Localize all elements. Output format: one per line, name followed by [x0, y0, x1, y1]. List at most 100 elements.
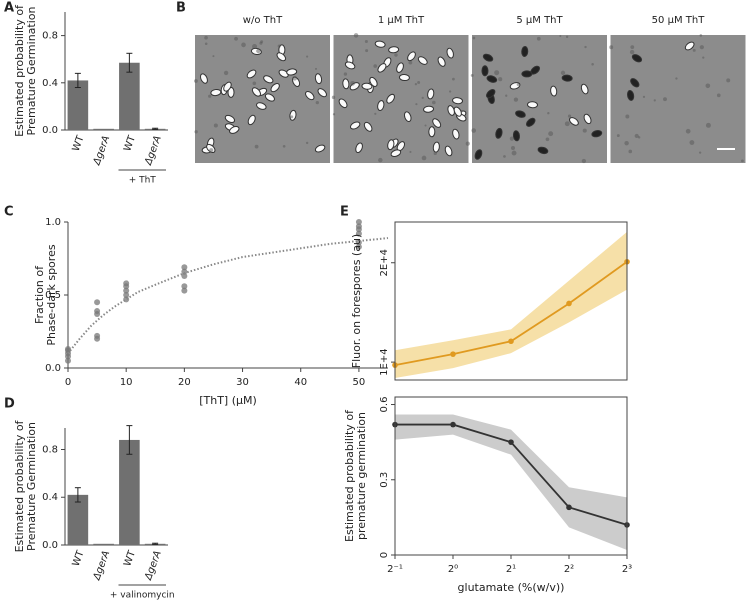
- debris: [305, 141, 309, 145]
- debris: [513, 97, 519, 102]
- debris: [213, 123, 218, 128]
- debris: [699, 45, 704, 50]
- spore: [247, 114, 256, 126]
- debris: [331, 95, 336, 100]
- debris: [536, 36, 541, 41]
- spore: [580, 83, 589, 95]
- y-tick-label: 0.6: [379, 397, 390, 413]
- debris: [223, 70, 229, 76]
- spore: [338, 98, 348, 109]
- y-axis-label: Estimated probability of: [13, 4, 26, 137]
- debris: [630, 45, 635, 50]
- debris: [194, 130, 198, 134]
- debris: [350, 80, 355, 86]
- spore: [317, 88, 327, 98]
- y-tick-label: 2E+4: [379, 249, 390, 276]
- debris: [433, 151, 437, 156]
- spore: [591, 130, 603, 138]
- debris: [394, 53, 398, 57]
- spore: [453, 106, 462, 117]
- spore: [407, 51, 416, 62]
- spore: [223, 81, 232, 92]
- debris: [408, 60, 413, 65]
- spore: [396, 62, 404, 73]
- spore: [390, 149, 402, 157]
- point: [355, 230, 362, 237]
- y-axis-label: Premature Germination: [25, 6, 38, 135]
- debris: [567, 114, 572, 118]
- y-axis-label: Phase-dark spores: [45, 244, 58, 345]
- debris: [343, 72, 348, 76]
- debris: [315, 100, 319, 105]
- spore: [569, 117, 579, 126]
- spore: [227, 86, 235, 98]
- point: [65, 357, 71, 364]
- confidence-band: [395, 231, 627, 379]
- spore: [474, 149, 483, 160]
- debris: [282, 144, 286, 148]
- spore: [314, 144, 326, 153]
- point: [450, 421, 456, 428]
- debris: [548, 131, 554, 137]
- spore: [486, 89, 496, 99]
- point: [94, 308, 101, 315]
- spore: [526, 117, 536, 127]
- y-tick-label: 0.0: [45, 363, 61, 374]
- debris: [471, 128, 477, 133]
- spore: [583, 113, 592, 125]
- bar: [93, 128, 114, 130]
- debris: [653, 99, 656, 102]
- category-label: WT: [122, 548, 138, 568]
- spore: [446, 47, 454, 59]
- category-label: ΔgerA: [91, 134, 112, 167]
- debris: [637, 136, 641, 139]
- y-tick-label: 1E+4: [379, 348, 390, 375]
- debris: [292, 75, 298, 81]
- spore: [374, 40, 386, 48]
- debris: [702, 56, 705, 59]
- spore: [199, 73, 208, 84]
- panel-label: D: [4, 397, 15, 412]
- spore: [527, 101, 538, 109]
- y-tick-label: 0.8: [42, 31, 58, 42]
- debris: [204, 42, 208, 46]
- debris: [212, 55, 215, 58]
- spore: [270, 83, 280, 93]
- point: [181, 283, 188, 290]
- debris: [414, 83, 418, 86]
- spore: [344, 61, 356, 70]
- spore: [684, 41, 695, 51]
- y-tick-label: 0.4: [42, 78, 58, 89]
- y-axis-label: Premature Germination: [25, 422, 38, 551]
- point: [508, 439, 514, 445]
- x-tick-label: 30: [236, 377, 249, 388]
- debris: [448, 90, 452, 93]
- spore: [305, 91, 315, 101]
- spore: [314, 73, 323, 85]
- debris: [209, 148, 214, 153]
- x-tick-label: 20: [178, 377, 191, 388]
- debris: [256, 48, 261, 54]
- point: [450, 351, 456, 357]
- debris: [609, 45, 614, 50]
- spore: [437, 56, 446, 67]
- debris: [581, 158, 587, 164]
- spore: [521, 70, 533, 78]
- point: [566, 504, 572, 511]
- debris: [365, 49, 369, 53]
- debris: [565, 35, 569, 39]
- debris: [241, 42, 246, 48]
- debris: [194, 79, 198, 83]
- debris: [705, 122, 711, 128]
- debris: [564, 121, 570, 127]
- debris: [259, 41, 263, 45]
- debris: [629, 49, 635, 55]
- point: [123, 280, 130, 287]
- y-axis-label: premature germination: [355, 412, 368, 540]
- debris: [254, 144, 259, 149]
- debris: [625, 114, 630, 119]
- bar: [67, 494, 89, 545]
- debris: [378, 157, 383, 163]
- debris: [511, 150, 517, 156]
